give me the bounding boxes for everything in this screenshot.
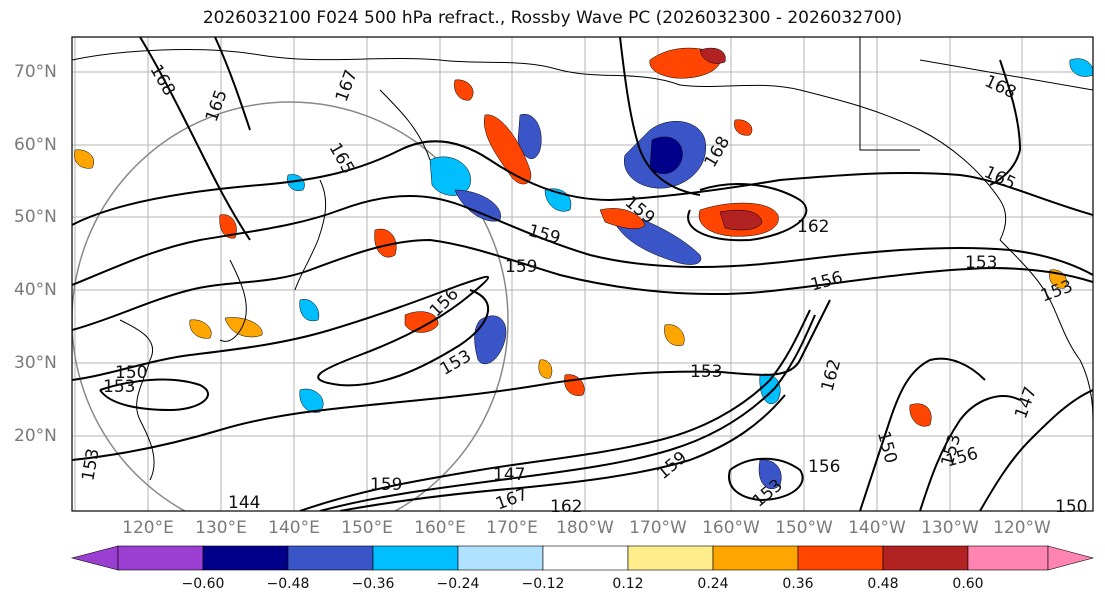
- colorbar-tick-label: 0.24: [697, 576, 729, 592]
- contour-label: 144: [228, 493, 260, 513]
- colorbar-tick-label: 0.12: [612, 576, 644, 592]
- lon-label: 130°E: [195, 518, 247, 538]
- lon-label: 170°E: [486, 518, 538, 538]
- contour-label: 153: [690, 362, 722, 382]
- lat-label: 20°N: [14, 426, 57, 446]
- colorbar-segment: [712, 545, 799, 571]
- colorbar-tick-label: 0.60: [952, 576, 984, 592]
- lat-label: 60°N: [14, 135, 57, 155]
- lon-label: 170°W: [629, 518, 687, 538]
- colorbar-tick-label: −0.24: [436, 576, 480, 592]
- colorbar-tick-label: 0.36: [782, 576, 814, 592]
- lon-label: 150°W: [775, 518, 833, 538]
- colorbar: [70, 545, 1095, 571]
- colorbar-over-arrow: [1047, 545, 1095, 571]
- colorbar-tick-label: 0.48: [867, 576, 899, 592]
- lon-label: 160°E: [414, 518, 466, 538]
- reference-circle: [72, 101, 509, 511]
- contour-label: 162: [797, 217, 829, 237]
- contour-lines: [72, 37, 1093, 511]
- contour-label: 159: [370, 475, 402, 495]
- lon-label: 160°W: [702, 518, 760, 538]
- colorbar-segment: [882, 545, 969, 571]
- lon-label: 150°E: [341, 518, 393, 538]
- lon-label: 140°E: [268, 518, 320, 538]
- colorbar-segment: [542, 545, 629, 571]
- lon-label: 130°W: [921, 518, 979, 538]
- coastlines: [72, 37, 1093, 481]
- gridlines: [72, 37, 1093, 511]
- lon-label: 120°E: [122, 518, 174, 538]
- lon-label: 180°W: [556, 518, 614, 538]
- colorbar-under-arrow: [70, 545, 119, 571]
- anomaly-patches: [74, 47, 1093, 490]
- contour-label: 153: [965, 253, 997, 273]
- colorbar-segment: [372, 545, 459, 571]
- contour-label: 159: [505, 257, 537, 277]
- colorbar-segment: [202, 545, 289, 571]
- colorbar-tick-label: −0.36: [351, 576, 395, 592]
- map-title: 2026032100 F024 500 hPa refract., Rossby…: [202, 8, 903, 28]
- contour-label: 150: [115, 363, 147, 383]
- lon-label: 140°W: [848, 518, 906, 538]
- colorbar-segment: [457, 545, 544, 571]
- colorbar-segment: [627, 545, 714, 571]
- colorbar-tick-label: −0.48: [266, 576, 310, 592]
- contour-label: 162: [550, 497, 582, 517]
- lat-label: 30°N: [14, 353, 57, 373]
- colorbar-segment: [287, 545, 374, 571]
- contour-label: 147: [493, 465, 525, 485]
- contour-label: 156: [808, 457, 840, 477]
- contour-label: 153: [103, 377, 135, 397]
- colorbar-segment: [797, 545, 884, 571]
- lon-label: 120°W: [993, 518, 1051, 538]
- map-area: [72, 37, 1093, 511]
- colorbar-tick-label: −0.12: [521, 576, 565, 592]
- lat-label: 40°N: [14, 280, 57, 300]
- colorbar-tick-label: −0.60: [181, 576, 225, 592]
- lat-label: 70°N: [14, 62, 57, 82]
- contour-label: 150: [1055, 497, 1087, 517]
- lat-label: 50°N: [14, 207, 57, 227]
- colorbar-segment: [967, 545, 1049, 571]
- colorbar-segment: [117, 545, 204, 571]
